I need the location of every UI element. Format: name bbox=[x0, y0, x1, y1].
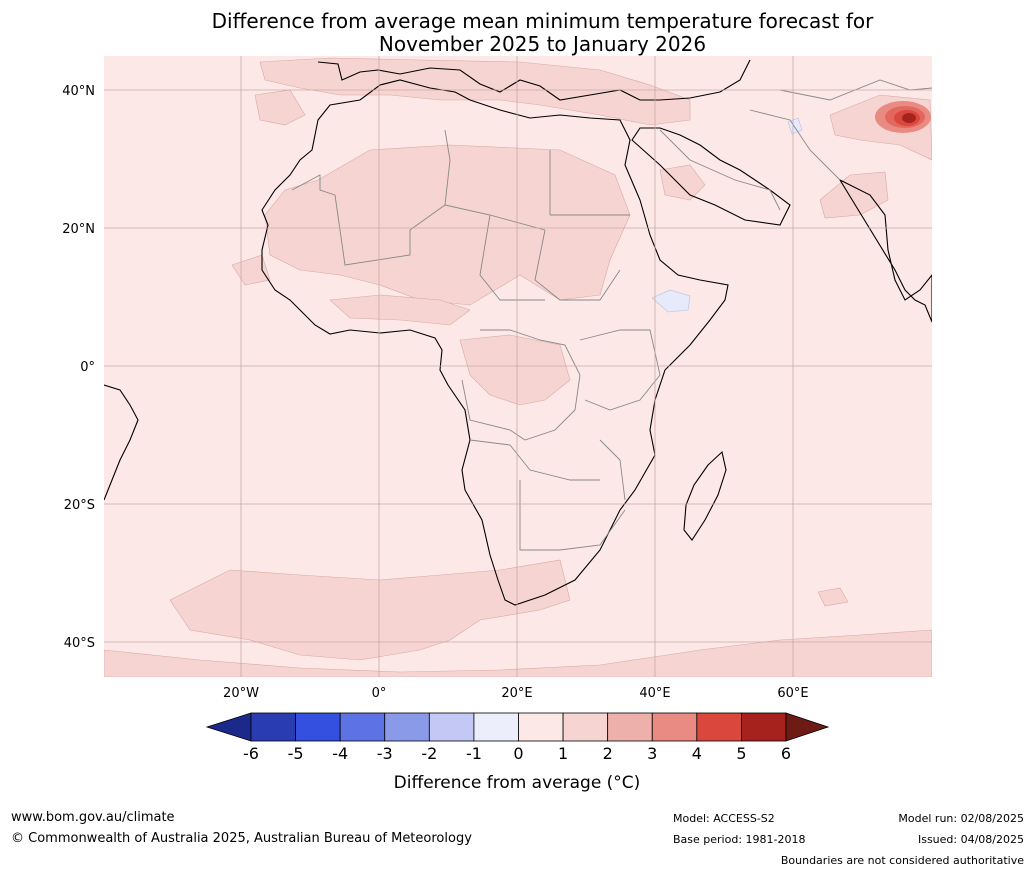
anomaly-patch-india bbox=[819, 171, 889, 219]
colorbar-tick-label: 1 bbox=[558, 744, 568, 763]
colorbar-tick-labels: -6 -5 -4 -3 -2 -1 0 1 2 3 4 5 6 bbox=[243, 744, 791, 763]
anomaly-patch-south-atlantic bbox=[169, 559, 571, 661]
lon-label-20w: 20°W bbox=[223, 686, 259, 701]
anomaly-negative-ethiopia bbox=[651, 289, 691, 313]
colorbar-swatch bbox=[384, 712, 430, 742]
lat-label-0: 0° bbox=[80, 360, 95, 375]
colorbar-tick-label: -6 bbox=[243, 744, 259, 763]
anomaly-hotspot-himalaya bbox=[875, 101, 931, 133]
border-southern-africa bbox=[519, 480, 626, 551]
colorbar-tick-label: 5 bbox=[736, 744, 746, 763]
colorbar-swatch bbox=[339, 712, 386, 742]
country-borders bbox=[291, 79, 932, 551]
anomaly-patch-west-atlantic bbox=[254, 89, 306, 126]
anomaly-patch-gulf-guinea bbox=[329, 294, 471, 326]
border-saudi bbox=[659, 129, 781, 211]
colorbar-tick-label: -4 bbox=[332, 744, 348, 763]
colorbar-swatch bbox=[250, 712, 296, 742]
latitude-labels: 40°N 20°N 0° 20°S 40°S bbox=[62, 84, 95, 651]
colorbar-swatches bbox=[250, 712, 787, 742]
border-drc bbox=[461, 329, 581, 441]
border-angola-namibia bbox=[469, 439, 600, 481]
colorbar-swatch bbox=[607, 712, 653, 742]
anomaly-patch-central-africa bbox=[459, 334, 571, 406]
title-line-2: November 2025 to January 2026 bbox=[378, 32, 707, 56]
colorbar-tick-label: -5 bbox=[288, 744, 304, 763]
footer-model-run: Model run: 02/08/2025 bbox=[898, 812, 1024, 825]
colorbar-tick-label: 4 bbox=[692, 744, 702, 763]
colorbar-swatch bbox=[696, 712, 742, 742]
footer-website[interactable]: www.bom.gov.au/climate bbox=[11, 810, 175, 825]
border-sudan bbox=[534, 229, 621, 301]
colorbar-swatch bbox=[428, 712, 475, 742]
lat-label-40s: 40°S bbox=[64, 636, 95, 651]
graticule bbox=[104, 56, 932, 677]
coast-madagascar bbox=[683, 450, 727, 541]
border-east-africa bbox=[579, 329, 661, 411]
border-mauritania bbox=[291, 174, 336, 196]
colorbar-right-arrow bbox=[785, 712, 830, 742]
coast-india bbox=[838, 178, 932, 323]
lon-label-40e: 40°E bbox=[639, 686, 670, 701]
colorbar-tick-label: 2 bbox=[603, 744, 613, 763]
map-panel bbox=[104, 56, 932, 677]
footer-copyright: © Commonwealth of Australia 2025, Austra… bbox=[11, 831, 472, 846]
lat-label-20s: 20°S bbox=[64, 498, 95, 513]
coast-europe bbox=[317, 59, 751, 101]
colorbar-tick-label: 0 bbox=[513, 744, 523, 763]
longitude-labels: 20°W 0° 20°E 40°E 60°E bbox=[223, 686, 809, 701]
lon-label-0: 0° bbox=[372, 686, 387, 701]
colorbar-tick-label: -2 bbox=[421, 744, 437, 763]
border-mali-niger bbox=[334, 194, 446, 266]
coast-africa bbox=[261, 79, 729, 606]
footer-disclaimer: Boundaries are not considered authoritat… bbox=[780, 854, 1024, 867]
anomaly-patch-sahara bbox=[264, 144, 631, 306]
anomaly-patch-southern-ocean bbox=[104, 629, 932, 677]
colorbar-tick-label: -1 bbox=[466, 744, 482, 763]
colorbar-left-arrow bbox=[205, 712, 252, 742]
colorbar-title: Difference from average (°C) bbox=[394, 773, 641, 793]
anomaly-patch-north-med bbox=[259, 57, 691, 126]
colorbar-swatch bbox=[741, 712, 787, 742]
colorbar-tick-label: -3 bbox=[377, 744, 393, 763]
anomaly-patch-indian-ocean-south bbox=[817, 587, 849, 607]
colorbar-swatch bbox=[651, 712, 698, 742]
colorbar-tick-label: 6 bbox=[781, 744, 791, 763]
colorbar-tick-label: 3 bbox=[647, 744, 657, 763]
lat-label-40n: 40°N bbox=[62, 84, 95, 99]
colorbar-swatch bbox=[562, 712, 609, 742]
border-mozambique bbox=[599, 439, 626, 501]
title-line-1: Difference from average mean minimum tem… bbox=[211, 9, 874, 33]
colorbar: -6 -5 -4 -3 -2 -1 0 1 2 3 4 5 6 Difference from aver… bbox=[205, 712, 830, 793]
lon-label-60e: 60°E bbox=[777, 686, 808, 701]
footer-base-period: Base period: 1981-2018 bbox=[673, 833, 806, 846]
lon-label-20e: 20°E bbox=[501, 686, 532, 701]
colorbar-swatch bbox=[473, 712, 519, 742]
border-chad bbox=[479, 214, 545, 301]
footer-issued: Issued: 04/08/2025 bbox=[917, 833, 1024, 846]
map-title: Difference from average mean minimum tem… bbox=[100, 10, 985, 56]
border-central-asia bbox=[779, 79, 932, 101]
border-iran bbox=[749, 109, 841, 181]
anomaly-patch-arabia bbox=[659, 164, 706, 201]
colorbar-swatch bbox=[518, 712, 564, 742]
footer-model: Model: ACCESS-S2 bbox=[673, 812, 775, 825]
colorbar-swatch bbox=[295, 712, 341, 742]
lat-label-20n: 20°N bbox=[62, 222, 95, 237]
coast-south-america bbox=[104, 384, 139, 501]
